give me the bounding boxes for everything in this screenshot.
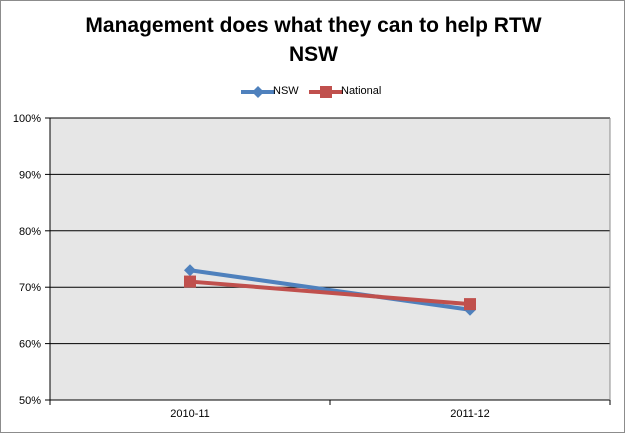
chart-title-line-2: NSW [289, 43, 338, 66]
data-point-national [184, 275, 196, 288]
y-tick-label: 90% [19, 169, 41, 181]
legend-label-nsw: NSW [273, 85, 299, 97]
y-tick-label: 70% [19, 282, 41, 294]
chart-title: Management does what they can to help RT… [1, 11, 625, 69]
y-tick-label: 80% [19, 226, 41, 238]
data-point-nsw [184, 264, 196, 277]
y-tick-label: 100% [13, 113, 41, 125]
series-line-national [188, 279, 472, 307]
plot-background [50, 118, 610, 400]
y-tick-label: 60% [19, 339, 41, 351]
legend-label-national: National [341, 85, 382, 97]
legend-swatch-nsw [241, 86, 275, 98]
data-point-national [464, 298, 476, 311]
y-tick-label: 50% [19, 395, 41, 407]
x-tick-label: 2011-12 [450, 408, 490, 420]
x-tick-label: 2010-11 [170, 408, 210, 420]
chart-title-line-1: Management does what they can to help RT… [85, 14, 542, 37]
legend-swatch-national [309, 86, 343, 98]
series-line-nsw [188, 268, 472, 312]
